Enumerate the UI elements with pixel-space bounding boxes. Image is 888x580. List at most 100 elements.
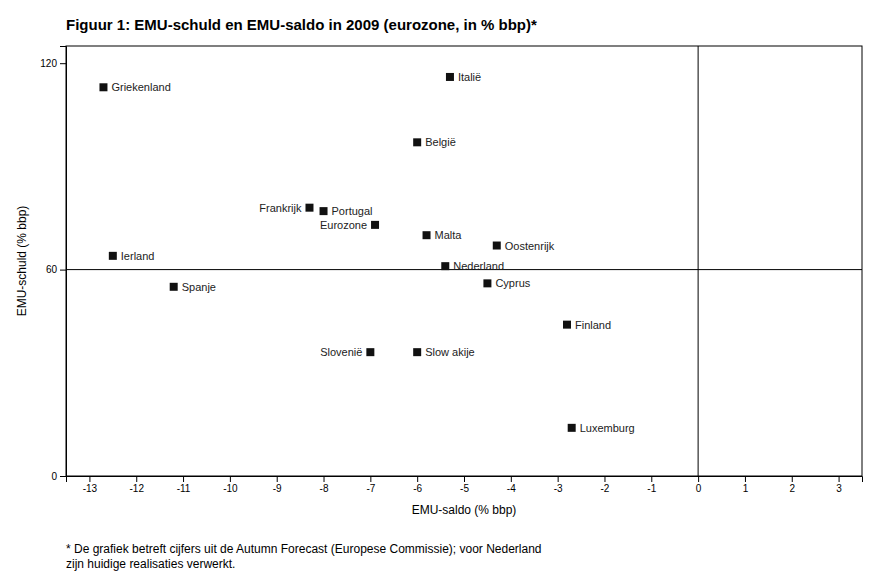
x-tick-mark: [792, 476, 793, 482]
x-tick-label: -13: [83, 483, 98, 494]
footnote: * De grafiek betreft cijfers uit de Autu…: [66, 542, 542, 571]
y-tick: 60: [46, 264, 66, 275]
footnote-line: zijn huidige realisaties verwerkt.: [66, 557, 235, 571]
point-label: Slow akije: [425, 346, 475, 358]
x-tick-mark: [604, 476, 605, 482]
x-tick-mark: [89, 476, 90, 482]
x-tick-mark: [651, 476, 652, 482]
y-tick: 0: [51, 471, 66, 482]
point: [483, 279, 491, 287]
x-tick-label: -3: [554, 483, 563, 494]
point-label: Eurozone: [320, 219, 367, 231]
x-tick: -13: [83, 476, 98, 494]
point: [446, 73, 454, 81]
x-tick-mark: [183, 476, 184, 482]
y-tick-mark: [60, 270, 66, 271]
x-tick-label: -7: [366, 483, 375, 494]
x-tick-mark: [277, 476, 278, 482]
x-tick-label: 0: [696, 483, 702, 494]
point-labels: Griekenland Italië België Frankrijk Portugal…: [111, 71, 634, 434]
x-axis-title: EMU-saldo (% bbp): [412, 503, 517, 517]
point-label: Luxemburg: [580, 422, 635, 434]
x-tick-label: -9: [273, 483, 282, 494]
point: [371, 221, 379, 229]
x-tick: -12: [130, 476, 145, 494]
point: [305, 204, 313, 212]
point: [423, 231, 431, 239]
x-tick-mark: [417, 476, 418, 482]
y-tick-mark: [60, 476, 66, 477]
title: Figuur 1: EMU-schuld en EMU-saldo in 200…: [66, 16, 537, 33]
x-tick: 3: [836, 476, 842, 494]
point-label: België: [425, 136, 456, 148]
y-tick: 120: [40, 58, 66, 69]
x-tick-label: -12: [130, 483, 145, 494]
point: [563, 321, 571, 329]
x-tick-mark: [745, 476, 746, 482]
x-tick: -2: [601, 476, 610, 494]
x-tick: 2: [789, 476, 795, 494]
x-tick-label: -6: [413, 483, 422, 494]
point: [170, 283, 178, 291]
x-tick: -9: [273, 476, 282, 494]
plot-frame: [66, 46, 862, 476]
x-tick-mark: [698, 476, 699, 482]
point-label: Griekenland: [111, 81, 170, 93]
x-tick-label: 3: [836, 483, 842, 494]
x-axis: -13-12-11-10-9-8-7-6-5-4-3-2-10123: [67, 476, 863, 494]
point: [568, 424, 576, 432]
x-tick-label: -5: [460, 483, 469, 494]
x-tick-label: -4: [507, 483, 516, 494]
point: [493, 242, 501, 250]
y-axis: 0 60 120: [40, 47, 66, 482]
reference-line-vertical: [698, 46, 699, 476]
y-axis-line: [60, 47, 67, 477]
point: [99, 83, 107, 91]
footnote-line: * De grafiek betreft cijfers uit de Autu…: [66, 542, 542, 556]
point-label: Frankrijk: [259, 202, 302, 214]
x-tick-mark: [839, 476, 840, 482]
x-tick-mark: [464, 476, 465, 482]
x-tick: 0: [696, 476, 702, 494]
x-tick: -7: [366, 476, 375, 494]
point: [320, 207, 328, 215]
x-tick-mark: [511, 476, 512, 482]
x-tick-label: -2: [601, 483, 610, 494]
point-label: Ierland: [121, 250, 155, 262]
point-label: Finland: [575, 319, 611, 331]
point: [109, 252, 117, 260]
x-tick-label: -8: [320, 483, 329, 494]
x-tick: -11: [177, 476, 191, 494]
point-label: Italië: [458, 71, 481, 83]
x-tick-mark: [324, 476, 325, 482]
x-tick-label: 1: [743, 483, 749, 494]
point-label: Slovenië: [320, 346, 362, 358]
x-tick: 1: [743, 476, 749, 494]
chart: -13-12-11-10-9-8-7-6-5-4-3-2-10123060120…: [0, 0, 888, 580]
x-tick: -4: [507, 476, 516, 494]
x-tick: -1: [647, 476, 656, 494]
x-tick: -10: [223, 476, 238, 494]
plot-area: [66, 46, 862, 476]
y-axis-title: EMU-schuld (% bbp): [15, 206, 29, 317]
x-tick-mark: [370, 476, 371, 482]
point: [366, 348, 374, 356]
y-tick-label: 60: [46, 264, 58, 275]
x-tick: -8: [320, 476, 329, 494]
x-tick: -6: [413, 476, 422, 494]
x-tick-mark: [136, 476, 137, 482]
x-tick-label: -10: [223, 483, 238, 494]
y-tick-label: 0: [51, 471, 57, 482]
y-tick-mark: [60, 63, 66, 64]
x-tick: -5: [460, 476, 469, 494]
point-label: Portugal: [332, 205, 373, 217]
y-tick-label: 120: [40, 58, 57, 69]
x-axis-line: [67, 477, 863, 483]
point-label: Oostenrijk: [505, 240, 555, 252]
point: [441, 262, 449, 270]
x-tick-label: -11: [177, 483, 191, 494]
point: [413, 138, 421, 146]
x-tick-label: -1: [647, 483, 656, 494]
x-tick-label: 2: [789, 483, 795, 494]
point-label: Malta: [435, 229, 463, 241]
